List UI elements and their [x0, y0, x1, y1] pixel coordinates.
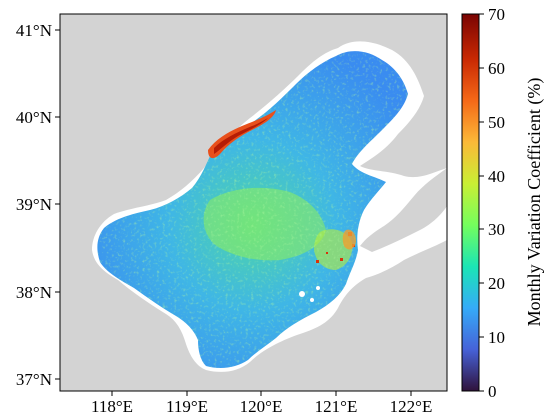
lon-label-121: 121°E: [315, 397, 358, 416]
hotspot-northwest-coast-inner: [214, 118, 268, 154]
lat-label-39: 39°N: [16, 195, 52, 214]
latitude-labels: 41°N 40°N 39°N 38°N 37°N: [16, 21, 52, 389]
hotspot-east-orange: [342, 229, 356, 250]
lon-label-118: 118°E: [91, 397, 133, 416]
cbar-label-10: 10: [488, 328, 505, 347]
colorbar-ticks: [479, 13, 484, 392]
colorbar-gradient: [461, 13, 480, 392]
cbar-label-60: 60: [488, 59, 505, 78]
colorbar-title: Monthly Variation Coefficient (%): [524, 78, 545, 327]
lon-label-122: 122°E: [390, 397, 433, 416]
map-panel: [60, 14, 447, 391]
longitude-labels: 118°E 119°E 120°E 121°E 122°E: [91, 397, 432, 416]
peninsula-land: [360, 168, 447, 252]
lon-label-119: 119°E: [166, 397, 208, 416]
colorbar: 70 60 50 40 30 20 10 0 Monthly Variation…: [461, 5, 545, 401]
cbar-label-0: 0: [488, 382, 497, 401]
field-texture: [97, 51, 408, 369]
hotspot-northwest-coast: [208, 110, 276, 159]
lat-label-38: 38°N: [16, 283, 52, 302]
cbar-label-50: 50: [488, 113, 505, 132]
cbar-label-70: 70: [488, 5, 505, 24]
lat-label-41: 41°N: [16, 21, 52, 40]
islands: [299, 286, 320, 302]
cbar-label-40: 40: [488, 167, 505, 186]
colorbar-tick-labels: 70 60 50 40 30 20 10 0: [488, 5, 505, 401]
cbar-label-30: 30: [488, 220, 505, 239]
lon-label-120: 120°E: [240, 397, 283, 416]
lat-label-40: 40°N: [16, 108, 52, 127]
longitude-ticks: [111, 391, 412, 396]
latitude-ticks: [55, 29, 60, 380]
map-frame: [59, 13, 448, 392]
cbar-label-20: 20: [488, 274, 505, 293]
lat-label-37: 37°N: [16, 370, 52, 389]
